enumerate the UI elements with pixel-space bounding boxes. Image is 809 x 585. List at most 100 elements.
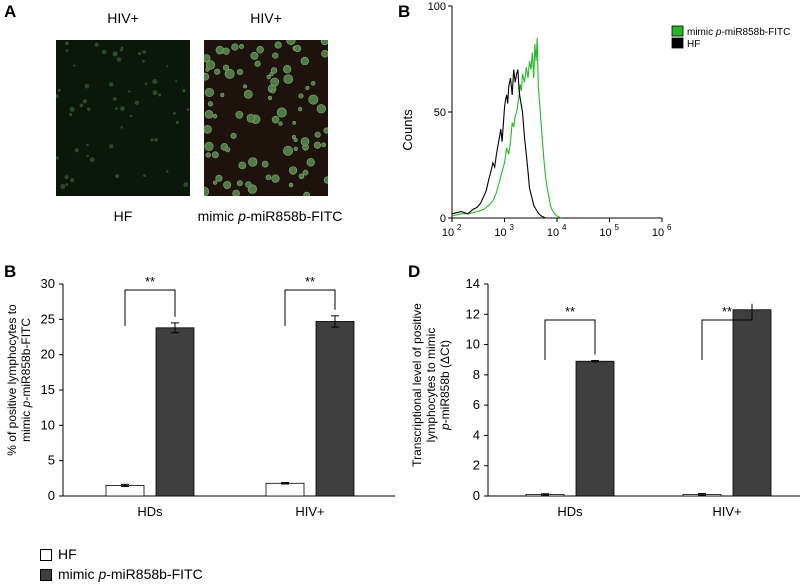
cell-dot	[250, 51, 259, 60]
cell-dot	[248, 157, 258, 167]
bar-d-y-label-3: p-miR858b (ΔCt)	[438, 340, 452, 431]
cell-dot	[182, 88, 186, 93]
cell-dot	[245, 181, 252, 188]
cell-dot	[292, 121, 296, 125]
bar-d-y-label-2: lymphocytes to mimic	[424, 328, 438, 443]
cell-dot	[298, 93, 304, 99]
histogram-legend-swatch	[671, 37, 684, 49]
panel-label-b-top: B	[398, 2, 411, 21]
cell-dot	[276, 107, 287, 118]
cell-dot	[236, 68, 244, 75]
cell-dot	[230, 132, 237, 139]
significance-marker: **	[145, 274, 155, 289]
histogram-x-tick-label: 10	[494, 227, 506, 239]
bar-y-tick-label: 4	[473, 427, 480, 442]
histogram-y-label: Counts	[400, 109, 415, 151]
cell-dot	[214, 68, 221, 75]
cell-dot	[116, 57, 122, 62]
cell-dot	[115, 174, 120, 179]
histogram-x-tick-label: 10	[599, 227, 611, 239]
histogram-y-tick-label: 50	[434, 107, 446, 119]
cell-dot	[89, 157, 95, 162]
bar-y-tick-label: 5	[48, 453, 55, 468]
bar-category-label: HDs	[557, 504, 583, 519]
cell-dot	[128, 90, 131, 93]
cell-dot	[261, 160, 269, 168]
cell-dot	[306, 158, 315, 167]
cell-dot	[173, 112, 176, 115]
significance-bracket	[544, 319, 596, 360]
histogram-y-tick-label: 100	[428, 1, 446, 13]
histogram-x-tick-label: 10	[442, 227, 454, 239]
cell-dot	[236, 180, 243, 187]
bar-category-label: HIV+	[295, 504, 324, 519]
cell-dot	[203, 124, 212, 134]
cell-dot	[270, 88, 276, 94]
cell-dot	[207, 101, 214, 107]
cell-dot	[231, 43, 239, 51]
histogram-x-tick-exponent: 3	[510, 223, 515, 232]
cell-dot	[119, 48, 124, 52]
micrograph-hf-cells	[55, 41, 190, 190]
histogram-x-tick-exponent: 2	[457, 223, 462, 232]
bar-y-tick-label: 15	[41, 382, 55, 397]
bar-d-y-label-1: Transcriptional level of positive	[410, 303, 424, 467]
micrograph-mimic-cells	[199, 35, 331, 199]
bar-y-tick-label: 6	[473, 397, 480, 412]
panel-label-b-bottom: B	[4, 262, 17, 281]
cell-dot	[314, 131, 321, 138]
cell-dot	[86, 154, 89, 158]
cell-dot	[204, 109, 214, 119]
cell-dot	[220, 93, 225, 98]
micrograph-hf	[55, 40, 190, 196]
cell-dot	[293, 146, 298, 151]
cell-dot	[232, 189, 240, 198]
cell-dot	[302, 169, 309, 176]
cell-dot	[272, 52, 279, 59]
cell-dot	[215, 174, 223, 182]
cell-dot	[271, 174, 280, 183]
bar	[575, 360, 615, 497]
cell-dot	[283, 65, 292, 74]
cell-dot	[243, 89, 253, 99]
bar-y-tick-label: 12	[466, 306, 480, 321]
cell-dot	[310, 81, 316, 86]
cell-dot	[316, 104, 326, 114]
cell-dot	[57, 88, 61, 93]
bar-y-tick-label: 25	[41, 311, 55, 326]
bar-y-tick-label: 10	[466, 337, 480, 352]
cell-dot	[84, 83, 90, 89]
bar-b-y-label-1: % of positive lymphocytes to	[5, 304, 19, 456]
cell-dot	[266, 74, 271, 80]
cell-dot	[166, 65, 169, 68]
histogram-y-tick-label: 0	[440, 213, 446, 225]
cell-dot	[223, 180, 232, 189]
significance-bracket	[701, 303, 753, 360]
significance-marker: **	[565, 304, 575, 319]
cell-dot	[108, 82, 114, 87]
cell-dot	[269, 72, 274, 77]
cell-dot	[152, 90, 158, 96]
image-caption-mimic: mimic p-miR858b-FITC	[197, 208, 343, 224]
cell-dot	[320, 37, 329, 46]
cell-dot	[68, 112, 73, 117]
cell-dot	[114, 107, 118, 110]
cell-dot	[65, 41, 69, 46]
cell-dot	[323, 176, 331, 184]
cell-dot	[288, 182, 294, 188]
histogram-series-line	[451, 37, 562, 219]
cell-dot	[278, 121, 283, 126]
cell-dot	[112, 51, 118, 57]
cell-dot	[267, 95, 273, 101]
legend-swatch-hf	[40, 549, 52, 562]
cell-dot	[204, 141, 214, 151]
cell-dot	[74, 148, 79, 153]
cell-dot	[297, 106, 303, 112]
cell-dot	[224, 146, 231, 153]
micrograph-mimic	[199, 35, 331, 199]
cell-dot	[254, 60, 261, 67]
cell-dot	[204, 87, 214, 97]
legend-text-hf: HF	[58, 546, 77, 562]
cell-dot	[303, 191, 311, 199]
